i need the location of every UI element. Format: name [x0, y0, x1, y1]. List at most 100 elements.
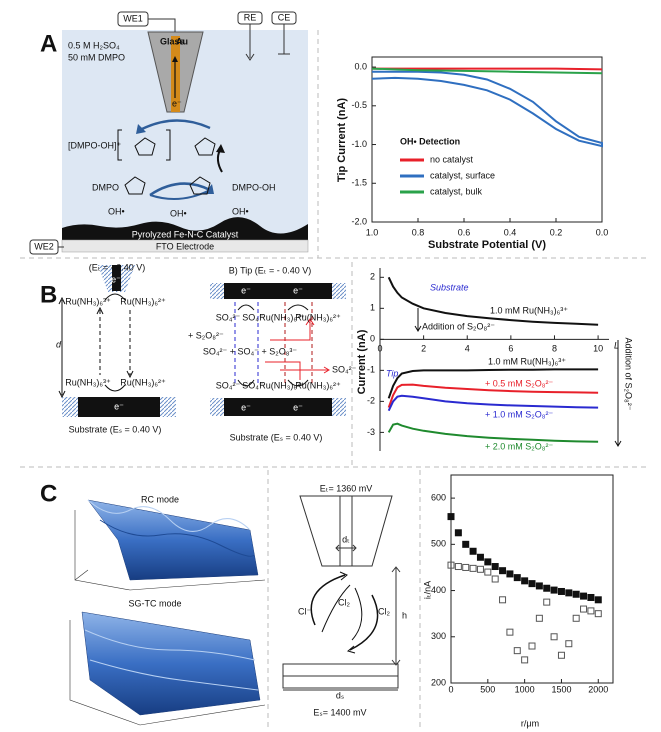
series-label: + 0.5 mM S₂O₈²⁻ [485, 378, 553, 388]
data-point [513, 647, 521, 655]
species: SO₄²⁻ [216, 380, 241, 390]
species: SO₄⁻ [242, 312, 264, 322]
x-tick-label: 0.2 [550, 227, 563, 237]
x-tick-label: 1000 [515, 684, 535, 694]
series-line [371, 70, 603, 148]
species: Cl₂ [378, 606, 390, 616]
series-line [387, 394, 599, 412]
radical: OH• [232, 206, 249, 216]
series-label: 1.0 mM Ru(NH₃)₆³⁺ [490, 305, 568, 315]
y-tick-label: 400 [431, 585, 446, 595]
tip-diameter: dₜ [342, 534, 350, 544]
x-tick-label: 1500 [551, 684, 571, 694]
legend-label: no catalyst [430, 154, 474, 164]
species: Ru(NH₃)₆²⁺ [120, 377, 166, 387]
data-point [594, 610, 602, 618]
catalyst-label: Pyrolyzed Fe-N-C Catalyst [132, 229, 239, 239]
tip-potential: Eₜ= 1360 mV [320, 483, 372, 493]
annotation: Addition of S₂O₈²⁻ [422, 321, 495, 331]
series-line [387, 368, 599, 399]
x-axis-label: L [614, 340, 619, 350]
data-point [484, 558, 492, 566]
electrode-label: WE2 [34, 241, 54, 251]
tip-potential: (Eₜ = - 0.40 V) [89, 262, 145, 272]
data-point [476, 553, 484, 561]
data-point [506, 628, 514, 636]
fto-label: FTO Electrode [156, 241, 214, 251]
data-point [565, 589, 573, 597]
y-tick-label: 600 [431, 492, 446, 502]
data-point [476, 565, 484, 573]
substrate-diameter: dₛ [336, 690, 344, 700]
species: SO₄²⁻ [216, 312, 241, 322]
series-line [387, 383, 599, 408]
x-tick-label: 4 [465, 344, 470, 354]
distance: d [56, 339, 62, 349]
data-point [557, 651, 565, 659]
data-point [499, 596, 507, 604]
surface-plots [69, 495, 401, 726]
y-axis-label: Current (nA) [356, 329, 368, 394]
annotation: Tip [386, 368, 398, 378]
annotation: Addition of S₂O₈²⁻ [624, 337, 634, 410]
y-tick-label: -2.0 [351, 216, 367, 226]
tip-potential: B) Tip (Eₜ = - 0.40 V) [229, 265, 311, 275]
data-point [462, 563, 470, 571]
tip-glass: Glass [160, 36, 185, 46]
species: DMPO [92, 182, 119, 192]
x-axis-label: r/μm [521, 718, 539, 728]
data-point [580, 592, 588, 600]
data-point [580, 605, 588, 613]
data-point [499, 567, 507, 575]
y-tick-label: -1.0 [351, 139, 367, 149]
species: Cl⁻ [298, 606, 311, 616]
series-line [371, 67, 603, 75]
x-tick-label: 2 [421, 344, 426, 354]
substrate-potential: Eₛ= 1400 mV [313, 707, 366, 717]
x-tick-label: 0.4 [504, 227, 517, 237]
y-axis-label: Tip Current (nA) [336, 98, 348, 182]
data-point [557, 587, 565, 595]
electron: e⁻ [293, 285, 303, 295]
data-point [491, 575, 499, 583]
plot-frame [371, 56, 603, 223]
species: Ru(NH₃)₆²⁺ [295, 380, 341, 390]
species: Ru(NH₃)₆³⁺ [65, 296, 111, 306]
series-line [372, 67, 603, 71]
radical: OH• [108, 206, 125, 216]
y-tick-label: -1.5 [351, 178, 367, 188]
y-tick-label: -1 [367, 365, 375, 375]
data-point [535, 614, 543, 622]
data-point [543, 598, 551, 606]
series-line [387, 422, 599, 443]
y-tick-label: 1 [370, 303, 375, 313]
data-point [491, 563, 499, 571]
y-axis-label: iₜ/nA [422, 581, 432, 599]
radical: OH• [170, 208, 187, 218]
electron: e⁻ [241, 402, 251, 412]
x-tick-label: 8 [552, 344, 557, 354]
electron: e⁻ [111, 274, 121, 284]
addition: + S₂O₈²⁻ [188, 330, 224, 340]
species: SO₄⁻ [242, 380, 264, 390]
y-tick-label: 2 [370, 272, 375, 282]
data-point [454, 529, 462, 537]
data-point [535, 582, 543, 590]
data-point [462, 540, 470, 548]
species: Ru(NH₃)₆²⁺ [295, 312, 341, 322]
product: SO₄²⁻ [332, 364, 357, 374]
series-label: 1.0 mM Ru(NH₃)₆³⁺ [488, 356, 566, 366]
panel-label: C [40, 480, 57, 507]
data-point [587, 593, 595, 601]
data-point [550, 586, 558, 594]
y-tick-label: -3 [367, 427, 375, 437]
electrolyte: 50 mM DMPO [68, 52, 125, 62]
data-point [565, 640, 573, 648]
data-point [447, 513, 455, 521]
plot-frame [450, 474, 614, 684]
species: Ru(NH₃)₆³⁺ [259, 312, 305, 322]
reaction: SO₄²⁻ + SO₄⁻ + S₂O₈³⁻ [203, 346, 298, 356]
series-line [387, 276, 599, 326]
x-tick-label: 1.0 [366, 227, 379, 237]
data-point [521, 656, 529, 664]
